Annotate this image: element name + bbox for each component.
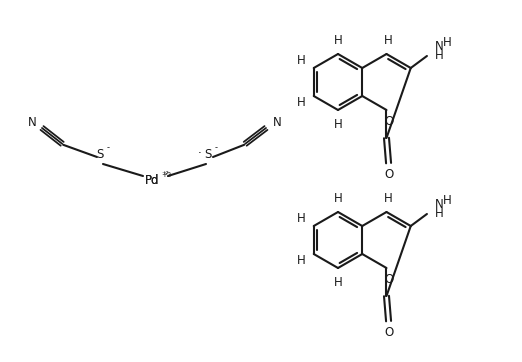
Text: +2: +2 (161, 172, 171, 178)
Text: N: N (435, 198, 444, 211)
Text: -: - (106, 143, 110, 152)
Text: O: O (385, 168, 394, 181)
Text: H: H (297, 212, 306, 226)
Text: N: N (435, 40, 444, 53)
Text: ⁺²: ⁺² (161, 171, 169, 180)
Text: N: N (28, 117, 37, 130)
Text: S: S (204, 147, 212, 160)
Text: O: O (384, 273, 394, 286)
Text: H: H (297, 55, 306, 67)
Text: H: H (334, 34, 342, 46)
Text: H: H (435, 49, 444, 62)
Text: H: H (334, 118, 342, 130)
Text: S: S (97, 147, 104, 160)
Text: ·: · (198, 147, 202, 160)
Text: O: O (385, 325, 394, 338)
Text: H: H (297, 254, 306, 268)
Text: H: H (384, 191, 393, 205)
Text: H: H (443, 194, 452, 207)
Text: H: H (443, 36, 452, 49)
Text: O: O (384, 115, 394, 128)
Text: H: H (297, 97, 306, 109)
Text: N: N (272, 117, 281, 130)
Text: H: H (384, 34, 393, 47)
Text: H: H (435, 207, 444, 220)
Text: H: H (334, 191, 342, 205)
Text: Pd: Pd (145, 174, 159, 188)
Text: Pd: Pd (145, 174, 159, 188)
Text: H: H (334, 275, 342, 289)
Text: -: - (215, 143, 218, 152)
